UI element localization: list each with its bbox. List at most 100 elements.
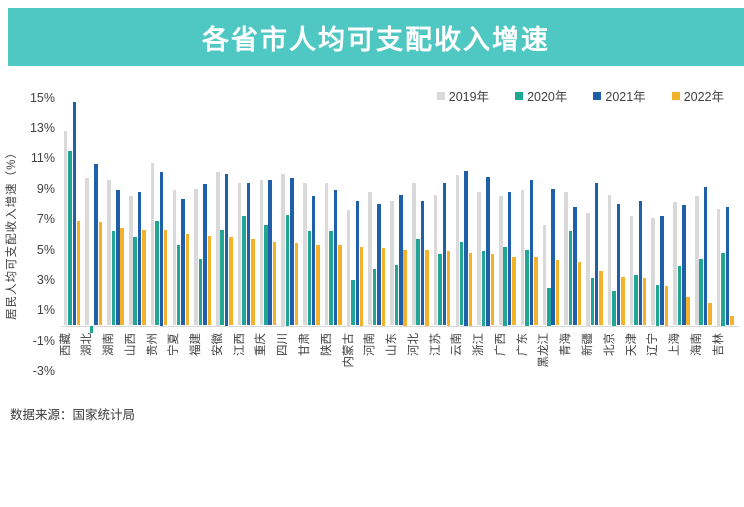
bar-2021年-河北	[420, 200, 425, 326]
bar-2021年-浙江	[486, 176, 490, 326]
title-banner: 各省市人均可支配收入增速	[8, 8, 744, 66]
bar-2019年-黑龙江	[542, 225, 547, 326]
bar-2021年-湖南	[116, 190, 120, 326]
x-axis-label-安徽: 安徽	[211, 332, 224, 356]
bar-2021年-江西	[246, 182, 251, 326]
bar-2021年-上海	[682, 205, 686, 326]
bar-2022年-四川	[294, 243, 299, 326]
bar-2022年-重庆	[272, 241, 277, 326]
bar-2022年-贵州	[163, 229, 168, 326]
legend-item-2019年: 2019年	[436, 86, 489, 105]
x-axis-label-江西: 江西	[233, 332, 246, 356]
bar-2020年-海南	[699, 258, 703, 326]
bar-2021年-湖北	[94, 164, 98, 326]
bar-2020年-广东	[525, 249, 529, 326]
bar-2022年-广东	[534, 257, 538, 326]
bar-2021年-安徽	[224, 173, 229, 326]
bar-2022年-安徽	[229, 237, 233, 326]
y-axis-tick-label: 13%	[29, 120, 55, 135]
bar-2021年-北京	[616, 203, 621, 326]
bar-2022年-吉林	[730, 316, 734, 326]
bar-2020年-山西	[133, 237, 137, 326]
bar-2019年-海南	[695, 196, 699, 326]
bar-2020年-青海	[568, 231, 573, 326]
bar-2022年-天津	[642, 278, 647, 326]
bar-2019年-西藏	[63, 130, 68, 326]
x-axis-label-新疆: 新疆	[582, 332, 594, 356]
bar-2019年-北京	[607, 194, 612, 326]
y-axis-tick-label: -3%	[32, 364, 55, 379]
x-axis-label-青海: 青海	[560, 332, 573, 356]
bar-2021年-新疆	[594, 182, 599, 326]
bar-2020年-陕西	[329, 231, 333, 326]
x-axis-label-福建: 福建	[190, 332, 203, 356]
bar-2022年-辽宁	[664, 286, 669, 326]
bar-2021年-辽宁	[660, 216, 664, 326]
bar-2019年-福建	[194, 188, 198, 326]
y-axis-tick-label: 3%	[36, 272, 55, 287]
x-axis-label-吉林: 吉林	[712, 332, 725, 356]
bar-2020年-甘肃	[307, 231, 311, 326]
bar-2019年-浙江	[477, 191, 481, 326]
x-axis-label-河南: 河南	[364, 332, 377, 356]
bar-2019年-吉林	[716, 208, 721, 326]
x-axis-label-浙江: 浙江	[473, 332, 486, 356]
y-axis-tick-label: 1%	[36, 303, 55, 318]
x-axis-label-宁夏: 宁夏	[168, 332, 181, 356]
bar-2020年-新疆	[590, 278, 594, 326]
bar-2019年-安徽	[216, 172, 220, 326]
bar-2020年-黑龙江	[547, 287, 551, 326]
y-axis-tick-label: 5%	[36, 242, 55, 257]
legend-label: 2021年	[605, 90, 646, 104]
x-axis-label-江苏: 江苏	[429, 332, 442, 356]
bar-2019年-陕西	[324, 182, 329, 326]
x-axis-label-河北: 河北	[407, 332, 420, 356]
bar-2019年-湖北	[85, 178, 89, 326]
bar-2022年-海南	[708, 302, 712, 326]
x-axis-label-湖南: 湖南	[103, 332, 115, 356]
bar-2021年-陕西	[333, 190, 338, 326]
bar-2020年-广西	[503, 246, 507, 326]
bar-2020年-重庆	[264, 225, 268, 326]
y-axis-tick-label: 9%	[36, 181, 55, 196]
legend-swatch-icon	[515, 91, 524, 100]
bar-2019年-重庆	[259, 179, 264, 326]
bar-2021年-云南	[464, 170, 468, 326]
bar-2022年-湖北	[98, 222, 103, 326]
x-axis-label-甘肃: 甘肃	[299, 332, 311, 356]
bar-2019年-湖南	[107, 179, 111, 326]
bar-2020年-辽宁	[655, 284, 660, 326]
x-axis-label-湖北: 湖北	[81, 332, 94, 356]
bar-2019年-河北	[412, 182, 416, 326]
bar-2022年-山西	[142, 229, 146, 326]
data-source-note: 数据来源：国家统计局	[10, 408, 136, 422]
bar-2020年-江苏	[438, 254, 442, 326]
bar-2019年-山东	[390, 200, 394, 326]
x-axis-label-重庆: 重庆	[255, 332, 268, 356]
bar-2020年-河北	[416, 238, 420, 326]
bar-2022年-浙江	[490, 254, 494, 326]
bar-2019年-新疆	[586, 213, 590, 326]
bar-2020年-浙江	[481, 251, 486, 326]
bar-2019年-江苏	[433, 194, 438, 326]
bar-2022年-新疆	[599, 270, 603, 326]
x-axis-label-天津: 天津	[625, 332, 638, 356]
bar-2021年-宁夏	[181, 199, 185, 326]
bar-2020年-安徽	[220, 229, 224, 326]
bar-2019年-青海	[564, 191, 568, 326]
bar-2020年-江西	[242, 216, 246, 326]
bar-2022年-河北	[425, 249, 429, 326]
bar-2020年-湖南	[111, 231, 116, 326]
bar-2019年-广西	[499, 196, 503, 326]
bar-2022年-云南	[468, 252, 473, 326]
plot-area: 15% 13% 11% 9% 7% 5% 3% 1% -1% -3% 西藏 湖北 湖南 山西 贵州 宁夏 福建安…	[0, 66, 744, 507]
bar-2022年-宁夏	[185, 234, 190, 326]
x-axis-label-山西: 山西	[124, 332, 137, 356]
bar-2020年-山东	[394, 264, 399, 326]
bar-2019年-内蒙古	[346, 210, 351, 326]
x-axis-label-海南: 海南	[690, 332, 703, 356]
legend-label: 2022年	[683, 90, 724, 104]
bar-2019年-江西	[237, 182, 242, 326]
y-axis-tick-label: 15%	[29, 90, 55, 105]
x-axis-label-上海: 上海	[669, 332, 682, 356]
